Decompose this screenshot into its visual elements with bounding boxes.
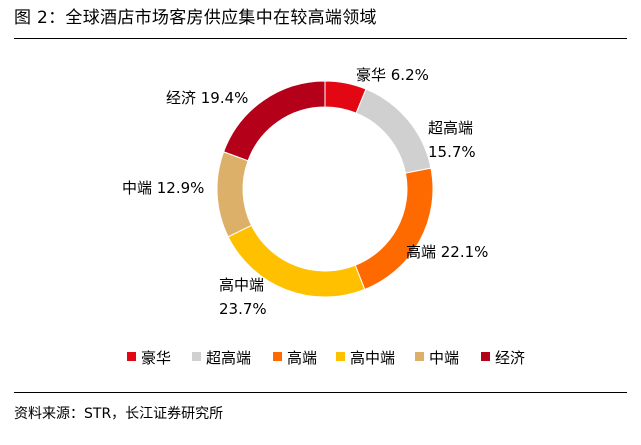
data-label-高中端-line1: 高中端 xyxy=(219,276,264,294)
donut-slices xyxy=(216,80,434,298)
legend-swatch-高端 xyxy=(273,352,282,361)
data-label-经济: 经济 19.4% xyxy=(166,89,248,107)
data-label-超高端-line2: 15.7% xyxy=(428,143,476,161)
slice-超高端 xyxy=(355,88,432,174)
slice-高端 xyxy=(354,167,434,291)
figure-title: 图 2：全球酒店市场客房供应集中在较高端领域 xyxy=(14,8,377,28)
legend-label-豪华: 豪华 xyxy=(141,349,171,367)
legend-label-高中端: 高中端 xyxy=(350,349,395,367)
source-note: 资料来源：STR，长江证券研究所 xyxy=(14,406,224,422)
data-label-高中端-line2: 23.7% xyxy=(219,300,267,318)
legend-swatch-经济 xyxy=(481,352,490,361)
slice-中端 xyxy=(216,151,253,238)
data-label-高端: 高端 22.1% xyxy=(406,243,488,261)
title-rule xyxy=(14,38,627,39)
legend-swatch-超高端 xyxy=(192,352,201,361)
legend-swatch-中端 xyxy=(415,352,424,361)
legend-label-经济: 经济 xyxy=(495,349,525,367)
legend-swatch-豪华 xyxy=(127,352,136,361)
source-rule xyxy=(14,392,627,393)
data-label-超高端-line1: 超高端 xyxy=(428,119,473,137)
data-label-豪华: 豪华 6.2% xyxy=(356,66,429,84)
legend-label-超高端: 超高端 xyxy=(206,349,251,367)
slice-经济 xyxy=(222,80,326,162)
legend: 豪华 超高端 高端 高中端 中端 经济 xyxy=(127,349,525,367)
data-label-中端: 中端 12.9% xyxy=(122,179,204,197)
donut-chart: 豪华 6.2% 超高端 15.7% 高端 22.1% 高中端 23.7% 中端 12.9% 经… xyxy=(122,66,525,367)
legend-label-高端: 高端 xyxy=(287,349,317,367)
slice-labels: 豪华 6.2% 超高端 15.7% 高端 22.1% 高中端 23.7% 中端 12.9% 经… xyxy=(122,66,488,318)
legend-swatch-高中端 xyxy=(336,352,345,361)
legend-label-中端: 中端 xyxy=(429,349,459,367)
